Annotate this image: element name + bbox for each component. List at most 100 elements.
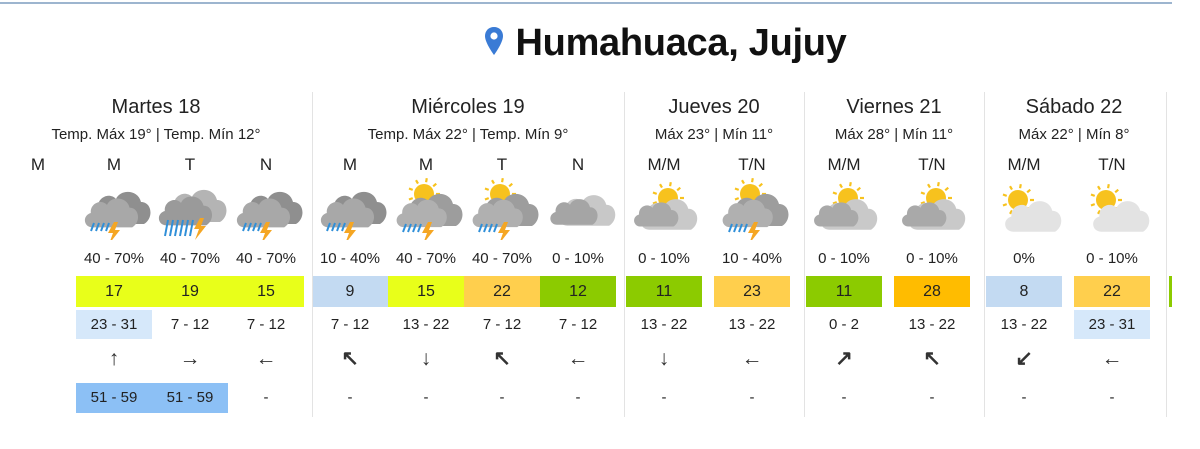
location-header: Humahuaca, Jujuy <box>0 22 1200 65</box>
location-pin-icon <box>484 26 504 61</box>
day-column: Viernes 21 Máx 28° | Mín 11° M/M 0 - 10% 11 0… <box>804 92 984 417</box>
period-column: M 10 - 40% 9 7 - 12 ↖ - <box>312 92 388 417</box>
period-label: M <box>418 155 434 174</box>
wind-gust: - <box>575 389 581 406</box>
next-day-temperature-edge <box>1169 276 1172 307</box>
wind-speed: 7 - 12 <box>558 316 598 333</box>
precipitation-probability: 0% <box>1013 250 1035 267</box>
temperature-value: 22 <box>1074 276 1150 307</box>
wind-direction-icon: ↖ <box>341 347 359 370</box>
wind-speed: 7 - 12 <box>246 316 286 333</box>
temperature-value: 19 <box>152 276 228 307</box>
temperature-value: 9 <box>312 276 388 307</box>
partly-cloudy-icon <box>632 178 702 240</box>
temperature-value: 15 <box>228 276 304 307</box>
wind-speed: 7 - 12 <box>482 316 522 333</box>
period-label: N <box>259 155 273 174</box>
precipitation-probability: 40 - 70% <box>235 250 297 267</box>
wind-direction-icon: ← <box>1101 347 1123 370</box>
wind-direction-icon: ← <box>567 347 589 370</box>
day-name: Viernes 21 <box>846 96 942 118</box>
day-name: Sábado 22 <box>1025 96 1123 118</box>
period-column: T/N 0 - 10% 22 23 - 31 ← - <box>1074 92 1150 417</box>
wind-gust: - <box>1109 389 1115 406</box>
wind-direction-icon: ← <box>741 347 763 370</box>
temperature-value: 15 <box>388 276 464 307</box>
wind-speed: 13 - 22 <box>640 316 688 333</box>
wind-direction-icon: ↗ <box>835 347 853 370</box>
day-temperature-summary: Temp. Máx 22° | Temp. Mín 9° <box>367 126 569 143</box>
period-label: M/M <box>1007 155 1041 174</box>
wind-speed: 13 - 22 <box>402 316 450 333</box>
period-label: M/M <box>647 155 681 174</box>
precipitation-probability: 0 - 10% <box>818 250 870 267</box>
period-column: M <box>0 92 76 417</box>
storm-icon <box>82 178 152 244</box>
period-column: M 40 - 70% 15 13 - 22 ↓ - <box>388 92 464 417</box>
wind-gust: - <box>423 389 429 406</box>
period-label: T/N <box>918 155 946 174</box>
sun-storm-icon <box>394 178 464 244</box>
wind-gust: - <box>841 389 847 406</box>
heavy-storm-icon <box>158 178 228 240</box>
wind-direction-icon: ↓ <box>658 347 670 370</box>
temperature-value: 12 <box>540 276 616 307</box>
sunny-cloud-icon <box>992 178 1062 240</box>
period-label: T/N <box>738 155 766 174</box>
day-name: Jueves 20 <box>668 96 760 118</box>
period-label: T <box>184 155 196 174</box>
storm-icon <box>318 178 388 244</box>
wind-gust: - <box>499 389 505 406</box>
precipitation-probability: 40 - 70% <box>83 250 145 267</box>
wind-direction-icon: ↙ <box>1015 347 1033 370</box>
period-column: N 40 - 70% 15 7 - 12 ← - <box>228 92 304 417</box>
precipitation-probability: 10 - 40% <box>319 250 381 267</box>
period-label: N <box>571 155 585 174</box>
sun-storm-icon <box>470 178 540 244</box>
wind-gust: - <box>347 389 353 406</box>
partly-cloudy-icon <box>812 178 882 240</box>
wind-gust: - <box>1021 389 1027 406</box>
temperature-value: 22 <box>464 276 540 307</box>
day-temperature-summary: Temp. Máx 19° | Temp. Mín 12° <box>51 126 261 143</box>
night-cloud-icon <box>546 178 616 240</box>
precipitation-probability: 0 - 10% <box>552 250 604 267</box>
wind-speed: 7 - 12 <box>170 316 210 333</box>
period-column: T 40 - 70% 22 7 - 12 ↖ - <box>464 92 540 417</box>
period-label: T <box>496 155 508 174</box>
period-column: M 40 - 70% 17 23 - 31 ↑ 51 - 59 <box>76 92 152 417</box>
precipitation-probability: 40 - 70% <box>159 250 221 267</box>
day-column: Martes 18 Temp. Máx 19° | Temp. Mín 12° M M… <box>0 92 312 417</box>
precipitation-probability: 0 - 10% <box>638 250 690 267</box>
sunny-cloud-icon <box>1080 178 1150 240</box>
wind-speed: 13 - 22 <box>728 316 776 333</box>
precipitation-probability: 40 - 70% <box>471 250 533 267</box>
day-temperature-summary: Máx 23° | Mín 11° <box>654 126 774 143</box>
period-label: M <box>342 155 358 174</box>
wind-gust: - <box>929 389 935 406</box>
day-column: Miércoles 19 Temp. Máx 22° | Temp. Mín 9°… <box>312 92 624 417</box>
temperature-value: 8 <box>986 276 1062 307</box>
wind-direction-icon: ↓ <box>420 347 432 370</box>
wind-gust: - <box>749 389 755 406</box>
temperature-value: 11 <box>806 276 882 307</box>
partly-cloudy-icon <box>900 178 970 240</box>
period-label: M/M <box>827 155 861 174</box>
period-label: M <box>30 155 46 174</box>
precipitation-probability: 40 - 70% <box>395 250 457 267</box>
day-temperature-summary: Máx 22° | Mín 8° <box>1018 126 1130 143</box>
wind-direction-icon: ↖ <box>493 347 511 370</box>
temperature-value: 11 <box>626 276 702 307</box>
day-column: Sábado 22 Máx 22° | Mín 8° M/M 0% 8 13 - 22 ↙ -… <box>984 92 1164 417</box>
wind-direction-icon: ← <box>255 347 277 370</box>
column-separator <box>804 92 805 417</box>
wind-direction-icon: ↑ <box>108 347 120 370</box>
column-separator <box>984 92 985 417</box>
period-column: M/M 0% 8 13 - 22 ↙ - <box>986 92 1062 417</box>
period-label: M <box>106 155 122 174</box>
period-column: N 0 - 10% 12 7 - 12 ← - <box>540 92 616 417</box>
wind-gust: - <box>661 389 667 406</box>
wind-direction-icon: ↖ <box>923 347 941 370</box>
wind-gust: - <box>263 389 269 406</box>
day-name: Martes 18 <box>111 96 201 118</box>
